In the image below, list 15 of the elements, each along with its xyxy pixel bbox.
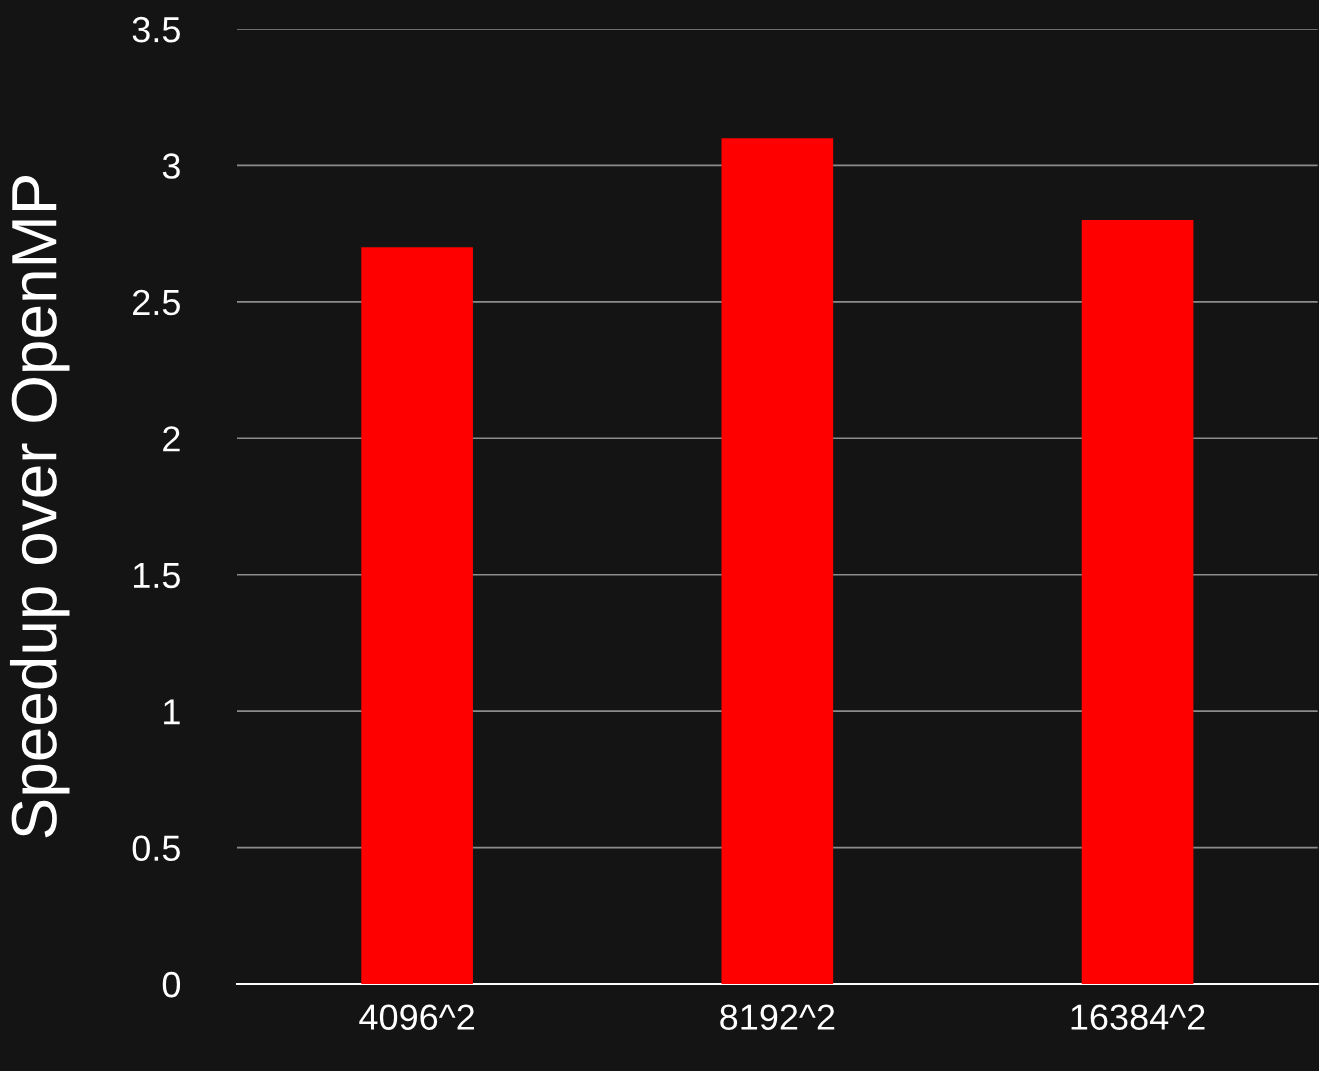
x-tick-label: 4096^2 — [359, 1004, 474, 1030]
y-tick-label: 2 — [163, 426, 180, 452]
x-tick-label: 8192^2 — [720, 1004, 835, 1030]
bar — [361, 247, 473, 984]
y-tick-label: 0.5 — [132, 835, 180, 862]
y-tick-label: 0 — [162, 971, 181, 998]
bar — [721, 138, 834, 984]
y-tick-label: 3 — [162, 153, 180, 179]
y-tick-label: 2.5 — [133, 289, 180, 316]
y-tick-label: 3.5 — [132, 16, 180, 43]
x-tick-label: 16384^2 — [1071, 1004, 1205, 1030]
y-tick-label: 1.5 — [134, 562, 180, 589]
y-axis-title: Speedup over OpenMP — [9, 175, 70, 838]
y-tick-label: 1 — [164, 699, 180, 725]
bar — [1081, 220, 1194, 984]
